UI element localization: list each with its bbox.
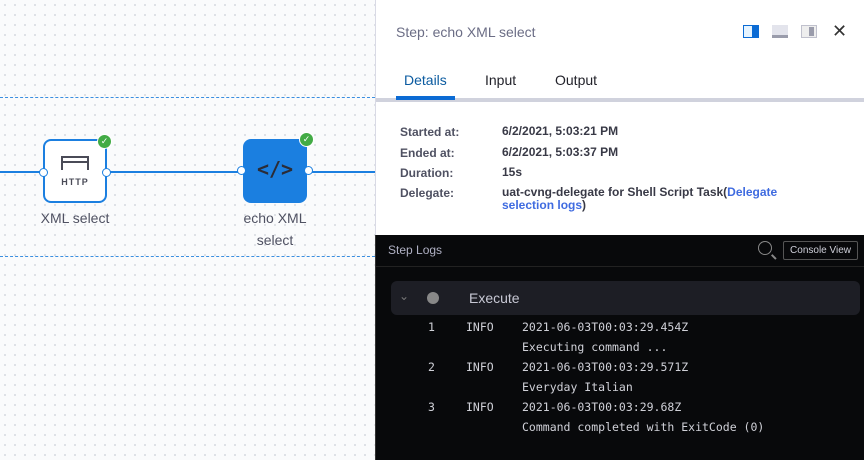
connector (306, 171, 375, 173)
log-timestamp: 2021-06-03T00:03:29.571Z (522, 360, 689, 374)
log-level: INFO (466, 360, 494, 374)
chevron-down-icon[interactable]: ⌄ (399, 289, 410, 303)
duration-value: 15s (502, 165, 523, 179)
started-value: 6/2/2021, 5:03:21 PM (502, 124, 619, 138)
tab-bar: Details Input Output (376, 72, 864, 102)
http-icon (61, 156, 89, 170)
http-icon-text: HTTP (61, 177, 89, 187)
input-port[interactable] (237, 166, 246, 175)
delegate-value: uat-cvng-delegate for Shell Script Task( (502, 185, 728, 199)
node-xml-select[interactable]: HTTP ✓ (39, 134, 112, 203)
duration-label: Duration: (400, 166, 454, 180)
execute-section[interactable]: ⌄ Execute (391, 281, 860, 315)
tab-details[interactable]: Details (396, 72, 455, 100)
layout-float-icon[interactable] (801, 25, 817, 38)
ended-value: 6/2/2021, 5:03:37 PM (502, 145, 619, 159)
step-logs-panel: Step Logs Console View ⌄ Execute 1 INFO 20… (375, 235, 864, 460)
tab-output[interactable]: Output (555, 72, 598, 88)
pipeline-canvas[interactable]: HTTP ✓ XML select </> ✓ echo XML select (0, 0, 375, 460)
layout-split-right-icon[interactable] (743, 25, 759, 38)
close-icon[interactable]: ✕ (832, 21, 848, 41)
tab-input[interactable]: Input (485, 72, 517, 88)
success-check-icon (427, 292, 439, 304)
line-number: 3 (428, 400, 435, 414)
ended-label: Ended at: (400, 146, 455, 160)
log-message: Command completed with ExitCode (0) (522, 420, 765, 434)
section-title: Execute (469, 290, 520, 306)
delegate-selection-logs-link[interactable]: Delegate selection logs (502, 185, 778, 212)
log-message: Executing command ... (522, 340, 668, 354)
connector (106, 171, 244, 173)
log-message: Everyday Italian (522, 380, 633, 394)
log-timestamp: 2021-06-03T00:03:29.454Z (522, 320, 689, 334)
log-level: INFO (466, 320, 494, 334)
input-port[interactable] (39, 168, 48, 177)
search-icon[interactable] (758, 241, 772, 255)
panel-title: Step: echo XML select (396, 24, 536, 40)
delegate-label: Delegate: (400, 186, 455, 200)
line-number: 2 (428, 360, 435, 374)
log-level: INFO (466, 400, 494, 414)
delegate-paren: ) (582, 198, 587, 212)
log-timestamp: 2021-06-03T00:03:29.68Z (522, 400, 682, 414)
stage-border-top (0, 97, 375, 98)
stage-border-bottom (0, 256, 375, 257)
node-label: select (256, 232, 294, 248)
code-icon: </> (256, 157, 294, 181)
logs-header: Step Logs Console View (376, 235, 864, 267)
output-port[interactable] (304, 166, 313, 175)
step-details-panel: Step: echo XML select ✕ Details Input Ou… (375, 0, 864, 235)
connector (0, 171, 44, 173)
logs-title: Step Logs (388, 243, 443, 257)
success-check-icon: ✓ (97, 134, 112, 149)
node-label: XML select (40, 210, 110, 226)
console-view-button[interactable]: Console View (783, 241, 858, 260)
line-number: 1 (428, 320, 435, 334)
layout-split-bottom-icon[interactable] (772, 25, 788, 38)
started-label: Started at: (400, 125, 460, 139)
node-label: echo XML (243, 210, 307, 226)
node-echo-xml-select[interactable]: </> ✓ (237, 132, 314, 203)
success-check-icon: ✓ (299, 132, 314, 147)
output-port[interactable] (102, 168, 111, 177)
